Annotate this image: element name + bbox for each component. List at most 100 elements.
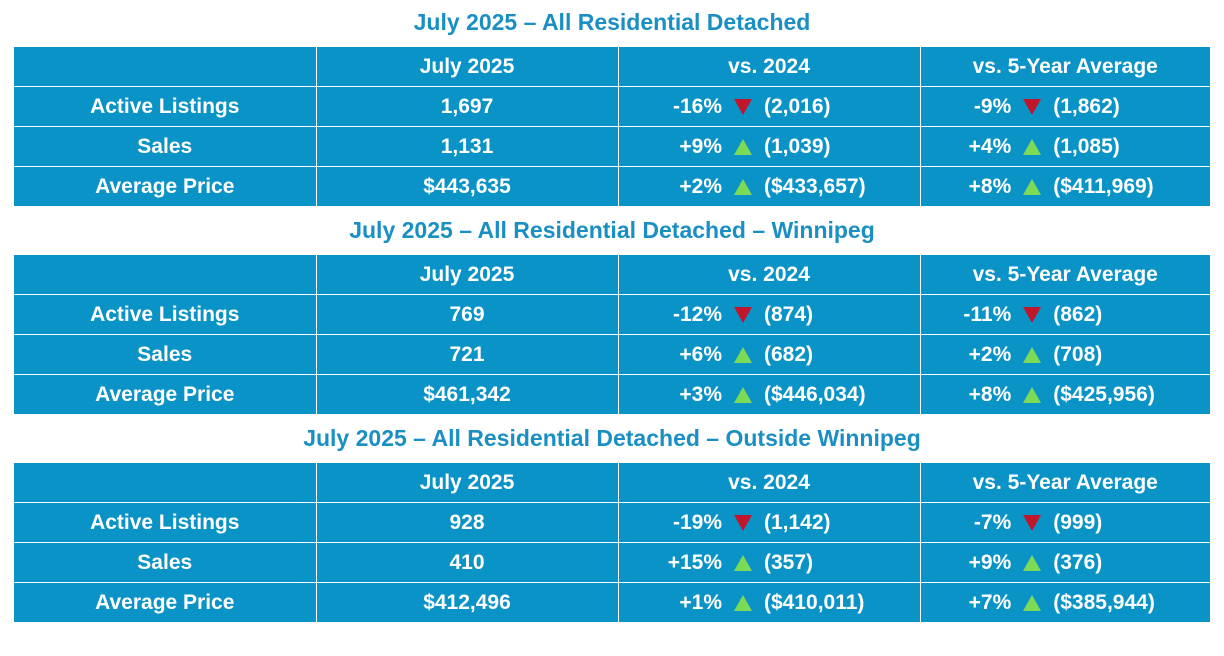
triangle-up-icon	[734, 346, 752, 363]
percent-change: +8%	[968, 382, 1012, 406]
vs-2024-cell: +2% ($433,657)	[617, 166, 921, 206]
current-value: 721	[315, 334, 619, 375]
vs-5yr-cell: +8% ($425,956)	[919, 374, 1210, 414]
column-header: July 2025	[315, 47, 619, 87]
table-row: Average Price $443,635 +2% ($433,657) +8% ($4…	[14, 166, 1210, 206]
percent-change: -16%	[672, 94, 722, 118]
vs-5yr-cell: -11% (862)	[919, 294, 1210, 335]
comparison: +4% (1,085)	[959, 135, 1171, 159]
column-header: vs. 5-Year Average	[919, 47, 1210, 87]
triangle-up-icon	[734, 138, 752, 155]
triangle-up-icon	[734, 386, 752, 403]
percent-change: +15%	[667, 550, 722, 574]
percent-change: -9%	[973, 94, 1012, 118]
percent-change: -7%	[973, 510, 1012, 534]
percent-change: +2%	[968, 342, 1012, 366]
stats-table: July 2025 vs. 2024 vs. 5-Year Average Activ…	[14, 47, 1210, 206]
table-row: Sales 721 +6% (682) +2% (708)	[14, 334, 1210, 375]
row-label: Sales	[14, 126, 317, 167]
column-header: vs. 5-Year Average	[919, 255, 1210, 295]
table-row: Sales 1,131 +9% (1,039) +4% (1,085)	[14, 126, 1210, 167]
prior-value: ($425,956)	[1053, 382, 1155, 406]
comparison: +1% ($410,011)	[656, 591, 882, 615]
triangle-down-icon	[734, 98, 752, 115]
comparison: +9% (1,039)	[656, 135, 882, 159]
triangle-down-icon	[734, 306, 752, 323]
triangle-up-icon	[734, 594, 752, 611]
column-header: vs. 5-Year Average	[919, 463, 1210, 503]
stats-table: July 2025 vs. 2024 vs. 5-Year Average Activ…	[14, 255, 1210, 414]
triangle-up-icon	[1023, 554, 1042, 571]
triangle-up-icon	[1023, 346, 1042, 363]
triangle-down-icon	[734, 514, 752, 531]
comparison: +2% ($433,657)	[656, 175, 882, 199]
vs-5yr-cell: +4% (1,085)	[919, 126, 1210, 167]
prior-value: ($385,944)	[1053, 590, 1155, 614]
percent-change: +7%	[968, 590, 1012, 614]
percent-change: +8%	[968, 174, 1012, 198]
report-root: July 2025 – All Residential Detached July…	[0, 8, 1224, 622]
column-header: vs. 2024	[617, 255, 921, 295]
header-blank-cell	[14, 255, 317, 295]
vs-2024-cell: +15% (357)	[617, 542, 921, 583]
triangle-up-icon	[1023, 178, 1042, 195]
current-value: 1,131	[315, 126, 619, 167]
prior-value: (1,085)	[1053, 134, 1120, 158]
prior-value: (2,016)	[764, 94, 831, 118]
current-value: $461,342	[315, 374, 619, 414]
section-title: July 2025 – All Residential Detached – O…	[303, 425, 921, 451]
table-row: Active Listings 1,697 -16% (2,016) -9% (1,862…	[14, 86, 1210, 127]
percent-change: +6%	[679, 342, 722, 366]
vs-5yr-cell: -7% (999)	[919, 502, 1210, 543]
prior-value: (1,862)	[1053, 94, 1120, 118]
section-title: July 2025 – All Residential Detached	[413, 9, 811, 35]
prior-value: (682)	[764, 342, 814, 366]
comparison: +6% (682)	[656, 343, 882, 367]
prior-value: (862)	[1053, 302, 1103, 326]
row-label: Active Listings	[14, 86, 317, 127]
prior-value: (999)	[1053, 510, 1103, 534]
prior-value: ($410,011)	[764, 590, 865, 614]
comparison: -19% (1,142)	[656, 511, 882, 535]
vs-5yr-cell: +9% (376)	[919, 542, 1210, 583]
comparison: -9% (1,862)	[959, 95, 1171, 119]
percent-change: +9%	[968, 550, 1012, 574]
header-row: July 2025 vs. 2024 vs. 5-Year Average	[14, 47, 1210, 87]
vs-2024-cell: -16% (2,016)	[617, 86, 921, 127]
comparison: +9% (376)	[959, 551, 1171, 575]
triangle-down-icon	[1023, 514, 1042, 531]
triangle-down-icon	[1023, 306, 1042, 323]
header-row: July 2025 vs. 2024 vs. 5-Year Average	[14, 255, 1210, 295]
triangle-up-icon	[1023, 386, 1042, 403]
percent-change: -19%	[672, 510, 722, 534]
vs-5yr-cell: +7% ($385,944)	[919, 582, 1210, 622]
row-label: Sales	[14, 334, 317, 375]
table-row: Average Price $461,342 +3% ($446,034) +8% ($4…	[14, 374, 1210, 414]
table-row: Active Listings 769 -12% (874) -11% (862)	[14, 294, 1210, 335]
prior-value: ($433,657)	[764, 174, 866, 198]
row-label: Active Listings	[14, 294, 317, 335]
prior-value: (708)	[1053, 342, 1103, 366]
vs-2024-cell: +6% (682)	[617, 334, 921, 375]
percent-change: +4%	[968, 134, 1012, 158]
comparison: -12% (874)	[656, 303, 882, 327]
prior-value: (874)	[764, 302, 814, 326]
prior-value: (1,142)	[764, 510, 831, 534]
prior-value: (357)	[764, 550, 814, 574]
column-header: July 2025	[315, 255, 619, 295]
row-label: Average Price	[14, 582, 317, 622]
current-value: 769	[315, 294, 619, 335]
header-blank-cell	[14, 47, 317, 87]
header-row: July 2025 vs. 2024 vs. 5-Year Average	[14, 463, 1210, 503]
prior-value: ($411,969)	[1053, 174, 1154, 198]
table-row: Average Price $412,496 +1% ($410,011) +7% ($3…	[14, 582, 1210, 622]
current-value: $443,635	[315, 166, 619, 206]
row-label: Active Listings	[14, 502, 317, 543]
row-label: Average Price	[14, 374, 317, 414]
prior-value: (376)	[1053, 550, 1103, 574]
comparison: +8% ($425,956)	[959, 383, 1171, 407]
comparison: +7% ($385,944)	[959, 591, 1171, 615]
vs-2024-cell: -12% (874)	[617, 294, 921, 335]
vs-2024-cell: +9% (1,039)	[617, 126, 921, 167]
section-title: July 2025 – All Residential Detached – W…	[349, 217, 875, 243]
